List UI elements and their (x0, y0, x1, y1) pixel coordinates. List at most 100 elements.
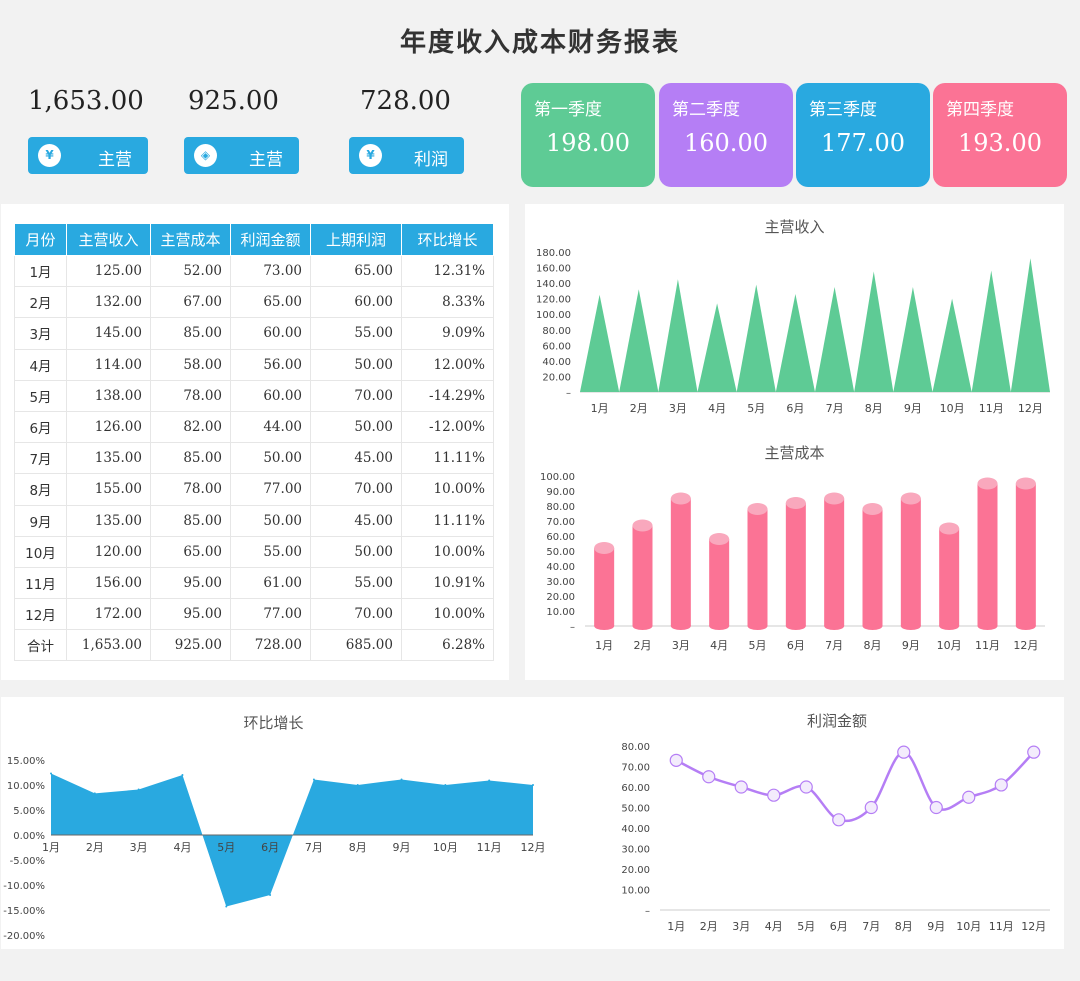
yen-coin-icon: ¥ (359, 144, 382, 167)
x-tick-label: 4月 (708, 402, 726, 415)
y-tick-label: 70.00 (621, 763, 650, 774)
x-tick-label: 10月 (937, 639, 962, 652)
table-cell: 55.00 (310, 317, 402, 350)
table-cell: 12.00% (401, 348, 494, 381)
table-cell: 8月 (14, 473, 67, 506)
col-header: 上期利润 (310, 223, 402, 256)
y-tick-label: – (566, 388, 571, 399)
table-cell: -12.00% (401, 410, 494, 444)
table-cell: 65.00 (150, 535, 231, 568)
data-point (93, 792, 96, 795)
bar-top (824, 492, 845, 505)
table-cell: 11.11% (401, 442, 494, 475)
table-cell: 61.00 (230, 566, 311, 600)
x-tick-label: 8月 (864, 639, 882, 652)
x-tick-label: 6月 (830, 920, 848, 933)
data-point (864, 800, 878, 815)
x-tick-label: 9月 (904, 402, 922, 415)
table-cell: 12月 (14, 598, 67, 631)
y-tick-label: 10.00% (7, 781, 45, 792)
bar-mark (977, 483, 998, 626)
table-cell: 4月 (14, 348, 67, 381)
x-tick-label: 9月 (902, 639, 920, 652)
bar-base (939, 622, 960, 630)
bar-base (709, 622, 730, 630)
y-tick-label: 100.00 (536, 310, 571, 321)
y-tick-label: 20.00 (542, 372, 571, 383)
bar-top (670, 492, 691, 505)
x-tick-label: 3月 (732, 920, 750, 933)
table-row: 5月 138.00 78.00 60.00 70.00 -14.29% (14, 379, 494, 412)
cost-chart: – 10.00 20.00 30.00 40.00 50.00 60.00 70.00 80.0… (540, 472, 1045, 652)
y-tick-label: 80.00 (621, 742, 650, 753)
x-tick-label: 11月 (979, 402, 1004, 415)
y-tick-label: 140.00 (536, 279, 571, 290)
kpi-profit-button[interactable]: ¥ 利润 (349, 137, 464, 174)
bar-top (939, 522, 960, 535)
data-point (767, 788, 781, 802)
y-tick-label: 80.00 (546, 502, 575, 513)
chart-title-revenue: 主营收入 (764, 218, 825, 236)
bar-mark (1010, 258, 1050, 392)
bar-mark (932, 298, 972, 392)
y-tick-label: 20.00 (546, 592, 575, 603)
bar-mark (747, 509, 768, 626)
table-cell: 11.11% (401, 504, 494, 537)
y-tick-label: 40.00 (546, 562, 575, 573)
data-point (50, 772, 52, 775)
y-tick-label: 15.00% (7, 756, 45, 767)
x-tick-label: 7月 (825, 639, 843, 652)
table-cell: 10月 (14, 535, 67, 568)
table-row: 3月 145.00 85.00 60.00 55.00 9.09% (14, 317, 494, 350)
table-cell: 138.00 (66, 379, 151, 412)
table-cell: 50.00 (310, 535, 402, 568)
table-cell: 728.00 (230, 629, 311, 662)
tag-icon: ◈ (194, 144, 217, 167)
table-cell: 65.00 (230, 286, 311, 319)
x-tick-label: 10月 (956, 920, 981, 933)
table-cell: 合计 (14, 629, 67, 662)
table-cell: 85.00 (150, 317, 231, 350)
x-tick-label: 7月 (305, 841, 323, 854)
data-point (994, 778, 1008, 792)
x-tick-label: 1月 (42, 841, 60, 854)
bar-mark (775, 294, 815, 392)
bar-top (632, 519, 653, 532)
table-cell: 10.00% (401, 598, 494, 631)
table-cell: 56.00 (230, 348, 311, 381)
data-point (356, 784, 359, 786)
table-cell: 6.28% (401, 629, 494, 662)
bar-base (747, 622, 768, 630)
table-cell: 55.00 (230, 535, 311, 568)
table-total-row: 合计 1,653.00 925.00 728.00 685.00 6.28% (14, 629, 494, 662)
data-point (269, 894, 272, 896)
quarter-label: 第二季度 (672, 100, 740, 120)
table-cell: 120.00 (66, 535, 151, 568)
kpi-cost-button[interactable]: ◈ 主营 (184, 137, 299, 174)
bar-mark (893, 287, 933, 392)
bar-base (785, 622, 806, 630)
table-row: 7月 135.00 85.00 50.00 45.00 11.11% (14, 442, 494, 475)
x-tick-label: 12月 (521, 841, 546, 854)
data-point (181, 774, 184, 776)
x-tick-label: 12月 (1018, 402, 1043, 415)
bar-mark (658, 279, 698, 392)
quarter-value: 160.00 (684, 129, 768, 157)
data-point (929, 800, 943, 815)
growth-chart: -20.00% -15.00% -10.00% -5.00% 0.00% 5.00% 10.… (3, 756, 546, 942)
area-series (51, 773, 533, 907)
table-cell: 95.00 (150, 598, 231, 631)
kpi-cost-label: 主营 (249, 150, 283, 170)
x-tick-label: 2月 (700, 920, 718, 933)
bar-mark (900, 498, 921, 626)
kpi-revenue-button[interactable]: ¥ 主营 (28, 137, 148, 174)
quarter-card-q1: 第一季度 198.00 (521, 83, 655, 187)
quarter-label: 第三季度 (809, 100, 877, 120)
x-tick-label: 2月 (630, 402, 648, 415)
chart-title-cost: 主营成本 (764, 444, 825, 462)
quarter-label: 第四季度 (946, 100, 1014, 120)
table-cell: 7月 (14, 442, 67, 475)
quarter-card-q2: 第二季度 160.00 (659, 83, 793, 187)
y-tick-label: – (645, 906, 650, 917)
table-cell: 78.00 (150, 379, 231, 412)
